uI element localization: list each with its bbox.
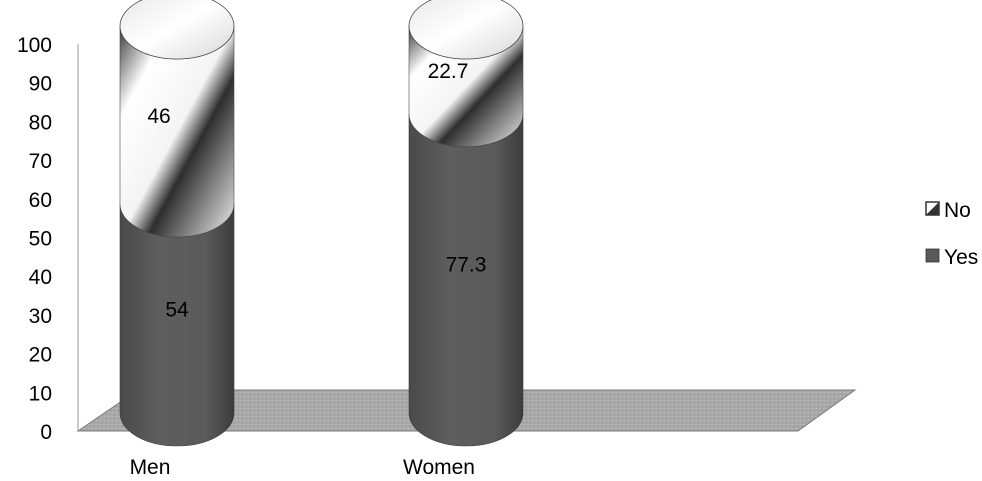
y-tick-label: 80 bbox=[29, 111, 52, 134]
y-tick-label: 20 bbox=[29, 344, 52, 367]
legend-swatch-yes bbox=[925, 248, 940, 263]
bar-yes-women bbox=[408, 113, 524, 447]
legend-label: Yes bbox=[944, 246, 978, 269]
y-tick-label: 70 bbox=[29, 150, 52, 173]
x-category-label: Women bbox=[403, 456, 475, 479]
cylinder-top-cap bbox=[408, 0, 524, 60]
data-label-yes: 54 bbox=[165, 299, 189, 322]
bar-yes-men bbox=[119, 204, 235, 447]
y-tick-label: 100 bbox=[17, 34, 52, 57]
y-tick-label: 30 bbox=[29, 305, 52, 328]
legend-item-no: No bbox=[925, 199, 971, 222]
data-label-yes: 77.3 bbox=[446, 253, 487, 276]
y-tick-label: 60 bbox=[29, 189, 52, 212]
cylinder-top-cap bbox=[119, 0, 235, 60]
data-label-no: 22.7 bbox=[428, 60, 469, 83]
legend-swatch-no-shade bbox=[926, 202, 939, 215]
data-label-no: 46 bbox=[147, 105, 170, 128]
x-category-label: Men bbox=[130, 456, 171, 479]
y-tick-label: 0 bbox=[40, 421, 52, 444]
legend-label: No bbox=[944, 199, 971, 222]
y-tick-label: 40 bbox=[29, 266, 52, 289]
legend-item-yes: Yes bbox=[925, 246, 978, 269]
y-tick-label: 90 bbox=[29, 73, 52, 96]
y-tick-label: 10 bbox=[29, 382, 52, 405]
y-tick-label: 50 bbox=[29, 228, 52, 251]
